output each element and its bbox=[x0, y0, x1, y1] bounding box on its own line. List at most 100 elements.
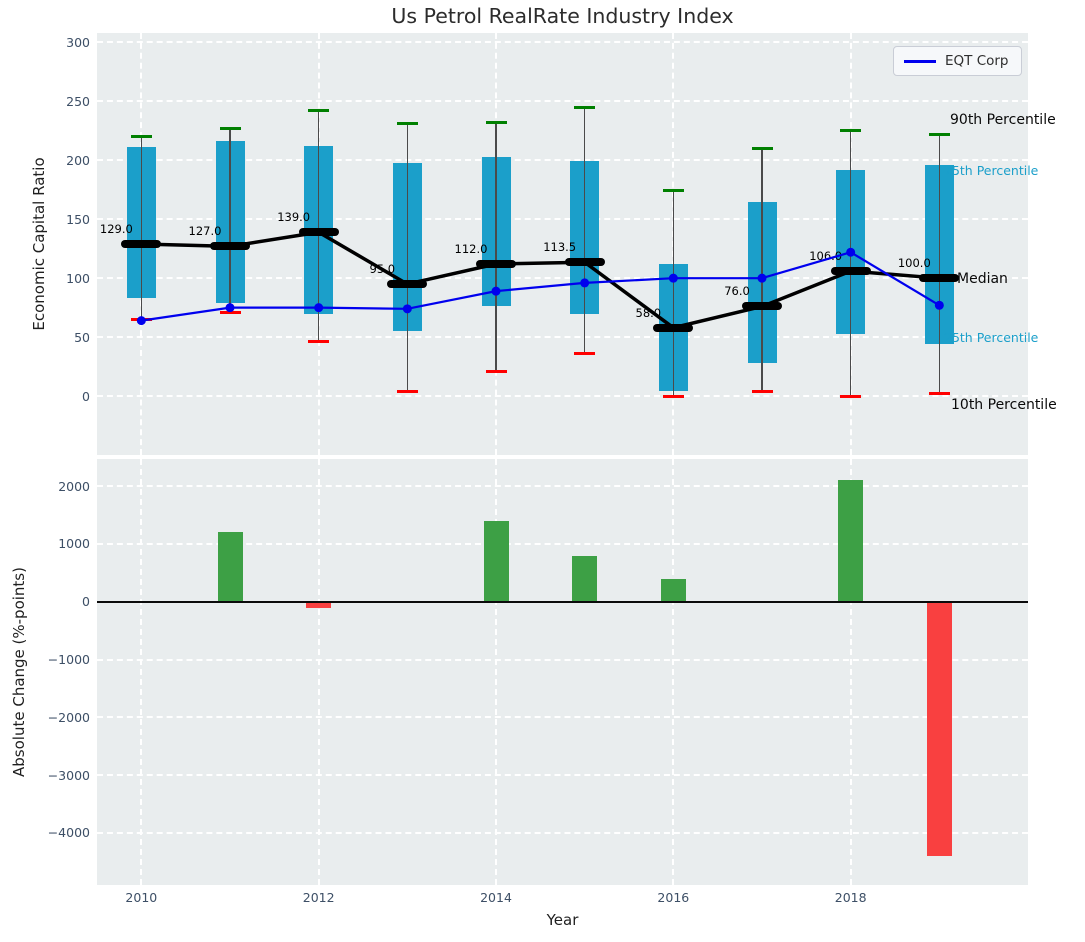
gridline-h bbox=[97, 542, 1028, 545]
xtick-2010: 2010 bbox=[125, 890, 158, 905]
p90-cap-2019 bbox=[928, 132, 950, 136]
eqt-line-sample bbox=[904, 59, 936, 63]
zero-line bbox=[97, 600, 1028, 603]
median-connector-line bbox=[141, 230, 940, 330]
gridline-v bbox=[317, 459, 320, 885]
annotation-10th-percentile: 10th Percentile bbox=[951, 397, 1057, 413]
eqt-point-2019 bbox=[934, 300, 944, 310]
bar-2012 bbox=[306, 601, 332, 608]
annotation-90th-percentile: 90th Percentile bbox=[950, 112, 1056, 128]
top-plot-area: 129.0 127.0 139.0 95.0 112.0 113.5 58.0 76.0 106… bbox=[97, 33, 1028, 455]
p10-cap-2016 bbox=[662, 394, 684, 398]
top-ytick-0: 0 bbox=[82, 388, 90, 404]
median-value-label-2013: 95.0 bbox=[369, 262, 396, 277]
whisker-2011 bbox=[229, 128, 231, 313]
top-y-axis-label: Economic Capital Ratio bbox=[30, 157, 48, 331]
eqt-point-2018 bbox=[846, 247, 856, 257]
eqt-series-line bbox=[136, 247, 944, 326]
x-axis-label: Year bbox=[546, 911, 579, 929]
bar-2014 bbox=[483, 520, 509, 602]
p10-cap-2014 bbox=[485, 369, 507, 373]
p90-cap-2018 bbox=[840, 129, 862, 133]
gridline-v bbox=[672, 459, 675, 885]
median-value-label-2019: 100.0 bbox=[897, 256, 931, 271]
median-value-label-2016: 58.0 bbox=[635, 305, 662, 320]
bottom-ytick-2000: 2000 bbox=[58, 478, 90, 494]
p10-cap-2015 bbox=[574, 352, 596, 356]
p90-cap-2012 bbox=[308, 109, 330, 113]
median-dash-2019 bbox=[919, 274, 960, 283]
p10-cap-2018 bbox=[840, 394, 862, 398]
median-dash-2015 bbox=[564, 258, 605, 267]
p10-cap-2017 bbox=[751, 389, 773, 393]
bar-2011 bbox=[217, 532, 243, 602]
top-ytick-150: 150 bbox=[66, 211, 90, 227]
median-dash-2016 bbox=[653, 323, 694, 332]
whisker-2016 bbox=[672, 190, 675, 397]
eqt-point-2016 bbox=[668, 273, 678, 283]
annotation-25th-percentile: 25th Percentile bbox=[944, 330, 1039, 345]
top-ytick-250: 250 bbox=[66, 93, 90, 109]
bar-2019 bbox=[926, 601, 952, 857]
eqt-point-2017 bbox=[757, 273, 767, 283]
bottom-ytick-−3000: −3000 bbox=[47, 767, 90, 783]
median-value-label-2012: 139.0 bbox=[277, 210, 311, 225]
bottom-ytick-0: 0 bbox=[82, 594, 90, 610]
whisker-2012 bbox=[317, 110, 320, 342]
bottom-ytick-1000: 1000 bbox=[58, 536, 90, 552]
eqt-point-2011 bbox=[225, 303, 235, 313]
median-value-label-2011: 127.0 bbox=[188, 224, 222, 239]
gridline-v bbox=[140, 459, 143, 885]
eqt-point-2014 bbox=[491, 286, 501, 296]
median-dash-2017 bbox=[742, 302, 782, 311]
gridline-h bbox=[97, 277, 1028, 280]
legend-label: EQT Corp bbox=[945, 53, 1009, 69]
median-value-label-2017: 76.0 bbox=[724, 284, 750, 299]
p10-cap-2012 bbox=[308, 340, 330, 344]
bar-2018 bbox=[838, 480, 864, 602]
p10-cap-2019 bbox=[928, 392, 950, 396]
p90-cap-2010 bbox=[130, 135, 152, 139]
median-value-label-2015: 113.5 bbox=[543, 240, 577, 255]
gridline-h bbox=[97, 485, 1028, 488]
gridline-h bbox=[97, 100, 1028, 103]
bottom-ytick-−2000: −2000 bbox=[47, 709, 90, 725]
whisker-2015 bbox=[583, 107, 586, 354]
gridline-v bbox=[495, 459, 497, 885]
gridline-h bbox=[97, 658, 1028, 661]
whisker-2019 bbox=[938, 134, 941, 394]
annotation-75th-percentile: 75th Percentile bbox=[944, 163, 1039, 178]
gridline-h bbox=[97, 159, 1028, 162]
xtick-2012: 2012 bbox=[302, 890, 335, 905]
p90-cap-2016 bbox=[662, 189, 684, 193]
gridline-h bbox=[97, 716, 1028, 719]
gridline-v bbox=[849, 459, 852, 885]
gridline-h bbox=[97, 336, 1028, 339]
bar-2015 bbox=[572, 555, 598, 602]
bottom-ytick-−4000: −4000 bbox=[47, 825, 90, 841]
xtick-2016: 2016 bbox=[657, 890, 690, 905]
p90-cap-2015 bbox=[574, 105, 596, 109]
top-ytick-50: 50 bbox=[74, 329, 90, 345]
bottom-plot-area bbox=[97, 459, 1028, 885]
whisker-2018 bbox=[849, 130, 852, 397]
median-value-label-2018: 106.0 bbox=[809, 249, 843, 264]
bar-2016 bbox=[660, 578, 686, 602]
top-ytick-100: 100 bbox=[66, 270, 90, 286]
gridline-h bbox=[97, 831, 1028, 834]
whisker-2014 bbox=[495, 122, 497, 372]
xtick-2014: 2014 bbox=[480, 890, 512, 905]
whisker-2013 bbox=[406, 123, 409, 392]
bottom-y-axis-label: Absolute Change (%-points) bbox=[10, 567, 28, 777]
whisker-2010 bbox=[140, 136, 143, 320]
median-value-label-2010: 129.0 bbox=[99, 222, 133, 236]
median-dash-2018 bbox=[830, 267, 871, 276]
top-ytick-200: 200 bbox=[66, 152, 90, 168]
p10-cap-2011 bbox=[219, 310, 241, 314]
p90-cap-2013 bbox=[396, 122, 418, 126]
bottom-ytick-−1000: −1000 bbox=[47, 652, 90, 668]
eqt-point-2012 bbox=[314, 303, 324, 313]
gridline-h bbox=[97, 218, 1028, 221]
xtick-2018: 2018 bbox=[834, 890, 867, 905]
